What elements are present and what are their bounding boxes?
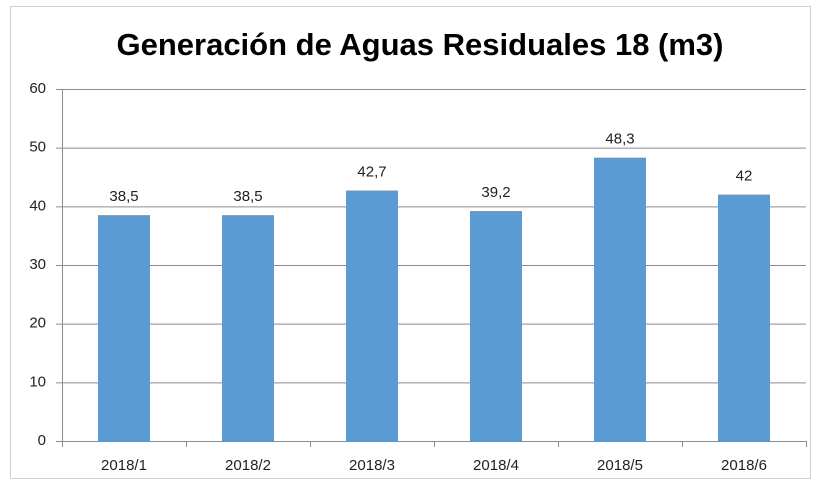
- y-tick-label: 0: [38, 432, 46, 449]
- y-tick-label: 20: [29, 315, 46, 332]
- y-tick-label: 40: [29, 197, 46, 214]
- data-label: 42,7: [357, 163, 386, 180]
- x-tick-label: 2018/3: [349, 457, 395, 474]
- y-tick-label: 30: [29, 256, 46, 273]
- bar: [98, 215, 150, 441]
- y-tick-label: 60: [29, 80, 46, 97]
- data-label: 39,2: [481, 184, 510, 201]
- data-label: 42: [736, 168, 753, 185]
- x-tick-label: 2018/2: [225, 457, 271, 474]
- data-label: 38,5: [233, 188, 262, 205]
- chart-title: Generación de Aguas Residuales 18 (m3): [116, 27, 723, 62]
- x-tick-label: 2018/4: [473, 457, 519, 474]
- data-label: 38,5: [109, 188, 138, 205]
- y-tick-label: 10: [29, 373, 46, 390]
- bar: [594, 157, 646, 441]
- y-tick-label: 50: [29, 139, 46, 156]
- data-label: 48,3: [605, 131, 634, 148]
- bar: [470, 211, 522, 441]
- x-tick-label: 2018/5: [597, 457, 643, 474]
- bar: [222, 215, 274, 441]
- bar: [718, 194, 770, 441]
- x-tick-label: 2018/6: [721, 457, 767, 474]
- bar: [346, 190, 398, 441]
- x-tick-label: 2018/1: [101, 457, 147, 474]
